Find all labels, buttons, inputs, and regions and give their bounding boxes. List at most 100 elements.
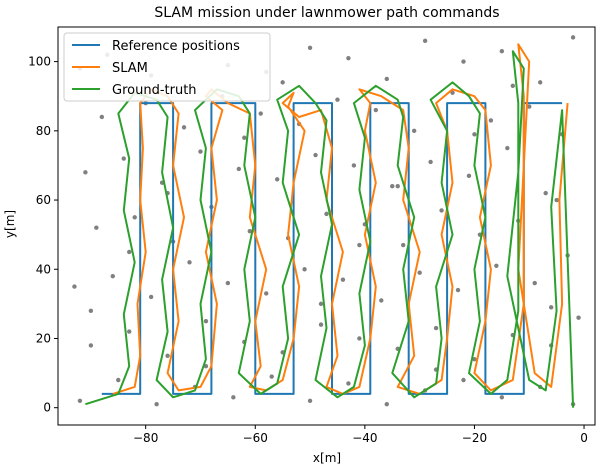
landmark-point (510, 83, 516, 89)
landmark-point (554, 197, 559, 203)
landmark-point (527, 104, 532, 109)
landmark-point (236, 166, 242, 172)
landmark-point (258, 111, 263, 116)
landmark-point (302, 267, 307, 272)
x-tick-label: 0 (580, 431, 588, 445)
landmark-point (417, 270, 422, 275)
legend-box (63, 32, 271, 102)
series-layer (85, 43, 575, 408)
landmark-point (570, 35, 576, 40)
landmark-point (488, 118, 494, 123)
x-ticks-layer: −80 −60 −40 −20 0 (133, 425, 588, 445)
landmark-point (110, 273, 115, 279)
landmark-point (72, 284, 77, 289)
landmark-point (187, 260, 192, 265)
landmark-point (373, 107, 379, 113)
landmark-point (148, 294, 154, 300)
landmark-point (242, 135, 247, 140)
landmark-point (77, 398, 83, 403)
landmark-point (225, 280, 231, 286)
landmark-point (346, 55, 351, 61)
landmark-point (154, 402, 159, 407)
landmark-point (576, 315, 581, 320)
landmark-point (395, 184, 400, 189)
landmark-point (357, 336, 362, 341)
legend: Reference positions SLAM Ground-truth (63, 32, 271, 102)
series-line-slam (112, 43, 569, 395)
landmark-point (538, 80, 543, 85)
landmark-point (313, 152, 318, 158)
landmark-point (543, 190, 548, 196)
plot-frame (57, 26, 596, 426)
landmark-point (99, 114, 105, 120)
landmark-point (439, 208, 444, 213)
landmark-point (198, 149, 203, 154)
landmark-point (340, 277, 346, 282)
y-tick-label: 60 (36, 193, 51, 207)
legend-label-reference: Reference positions (112, 39, 240, 54)
landmark-point (88, 343, 94, 348)
landmark-point (433, 325, 439, 331)
landmark-point (466, 173, 472, 179)
y-ticks-layer: 0 20 40 60 80 100 (28, 55, 58, 415)
legend-label-slam: SLAM (112, 61, 148, 76)
landmark-point (411, 128, 417, 134)
landmark-point (231, 395, 236, 400)
landmark-point (127, 329, 132, 334)
landmark-point (384, 402, 389, 407)
landmark-point (318, 322, 324, 327)
x-axis-label: x[m] (313, 451, 341, 465)
landmark-point (280, 80, 285, 85)
y-tick-label: 40 (36, 262, 51, 276)
landmark-point (450, 90, 455, 95)
landmark-point (307, 45, 313, 50)
landmark-point (116, 377, 121, 383)
landmark-point (472, 357, 477, 362)
series-line-ground-truth (85, 50, 575, 408)
landmark-point (318, 301, 324, 307)
y-axis-label: y[m] (3, 210, 17, 238)
landmark-point (472, 132, 477, 137)
landmark-point (548, 305, 554, 310)
landmark-point (165, 353, 170, 358)
y-tick-label: 20 (36, 331, 51, 345)
landmark-point (401, 242, 406, 248)
legend-label-ground-truth: Ground-truth (112, 83, 197, 98)
landmark-point (132, 215, 137, 220)
landmark-point (422, 38, 428, 44)
landmark-point (88, 308, 94, 313)
landmark-point (324, 211, 329, 217)
landmark-point (384, 76, 389, 82)
landmark-point (121, 156, 126, 161)
landmark-point (357, 242, 362, 248)
landmark-point (94, 225, 99, 230)
landmark-point (346, 381, 351, 386)
chart-title: SLAM mission under lawnmower path comman… (154, 5, 499, 21)
landmark-point (83, 170, 88, 175)
landmark-point (247, 228, 252, 234)
landmark-point (532, 280, 537, 286)
landmark-point (351, 163, 357, 168)
x-tick-label: −80 (133, 431, 158, 445)
y-tick-label: 100 (28, 55, 51, 69)
landmark-point (428, 159, 433, 165)
landmark-point (505, 145, 510, 151)
x-tick-label: −60 (243, 431, 268, 445)
landmark-point (264, 291, 269, 296)
x-tick-label: −40 (352, 431, 377, 445)
landmark-point (203, 318, 209, 324)
landmark-point (335, 97, 340, 102)
landmark-point (455, 287, 461, 293)
landmark-point (181, 125, 187, 130)
y-tick-label: 80 (36, 124, 51, 138)
landmark-point (390, 184, 395, 189)
landmark-point (379, 298, 384, 303)
landmark-point (127, 249, 132, 255)
landmark-point (274, 177, 280, 182)
landmark-point (461, 377, 466, 383)
landmark-point (461, 59, 466, 64)
y-tick-label: 0 (43, 401, 51, 415)
landmark-point (269, 374, 274, 379)
